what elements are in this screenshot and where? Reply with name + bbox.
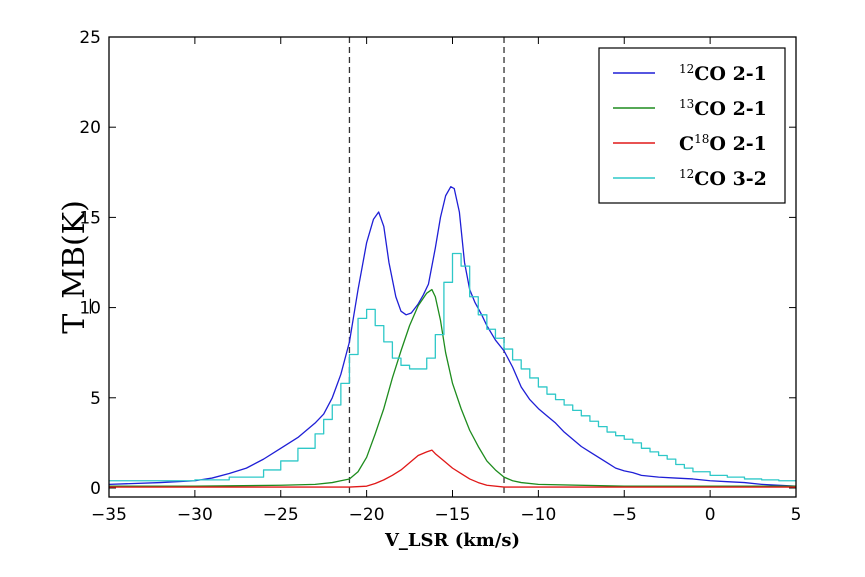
x-tick-label: −30 bbox=[177, 505, 213, 525]
x-tick-label: −15 bbox=[435, 505, 471, 525]
series-line-2 bbox=[109, 288, 796, 487]
y-tick-label: 20 bbox=[79, 118, 101, 138]
x-axis-label: V_LSR (km/s) bbox=[384, 530, 520, 551]
y-tick-label: 0 bbox=[90, 479, 101, 499]
plot-lines bbox=[108, 186, 797, 488]
legend-box bbox=[598, 47, 786, 204]
y-tick-label: 15 bbox=[79, 208, 101, 228]
x-axis: −35 −30 −25 −20 −15 −10 −5 0 5 bbox=[91, 37, 801, 525]
legend: 12CO 2-1 13CO 2-1 C18O 2-1 12CO 3-2 bbox=[598, 47, 786, 204]
x-tick-label: −5 bbox=[612, 505, 637, 525]
x-tick-label: −10 bbox=[520, 505, 556, 525]
legend-label-1: 12CO 2-1 bbox=[679, 62, 767, 85]
legend-label-2: 13CO 2-1 bbox=[679, 97, 767, 120]
velocity-range-markers bbox=[348, 37, 505, 497]
x-tick-label: 5 bbox=[791, 505, 802, 525]
y-tick-label: 10 bbox=[79, 299, 101, 319]
series-line-3 bbox=[109, 449, 796, 488]
y-axis-label: T_MB(K) bbox=[57, 200, 92, 334]
legend-label-3: C18O 2-1 bbox=[679, 132, 767, 155]
x-tick-label: −25 bbox=[263, 505, 299, 525]
series-line-4 bbox=[109, 252, 796, 482]
plot-frame bbox=[108, 36, 797, 498]
legend-label-4: 12CO 3-2 bbox=[679, 167, 767, 190]
y-tick-label: 25 bbox=[79, 28, 101, 48]
x-tick-label: 0 bbox=[705, 505, 716, 525]
series-line-1 bbox=[108, 186, 797, 487]
x-tick-label: −35 bbox=[91, 505, 127, 525]
x-tick-label: −20 bbox=[349, 505, 385, 525]
y-axis: 0 5 10 15 20 25 bbox=[79, 28, 796, 499]
y-tick-label: 5 bbox=[90, 389, 101, 409]
